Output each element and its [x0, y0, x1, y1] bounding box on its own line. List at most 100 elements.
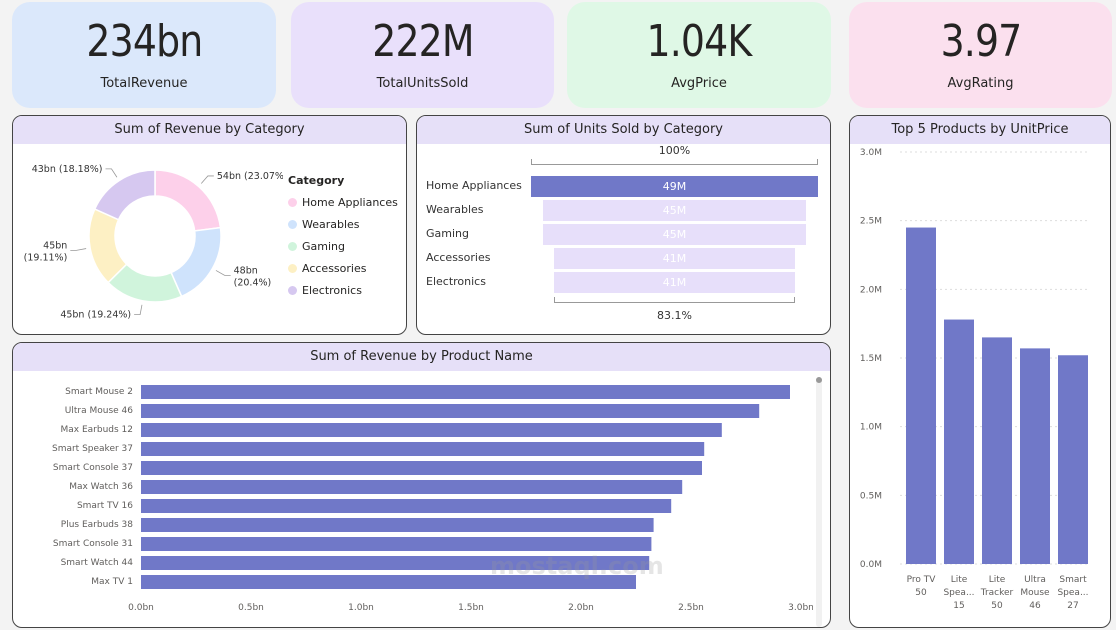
- funnel-category-label: Wearables: [426, 203, 484, 216]
- donut-slice[interactable]: [154, 169, 222, 232]
- bar[interactable]: [141, 480, 683, 494]
- chart-title: Sum of Revenue by Category: [13, 116, 406, 144]
- chart-title: Sum of Units Sold by Category: [417, 116, 830, 144]
- legend-label: Electronics: [302, 283, 362, 297]
- kpi-card-total-units-sold[interactable]: 222M TotalUnitsSold: [291, 2, 554, 108]
- y-tick-label: Plus Earbuds 38: [61, 520, 133, 530]
- bar[interactable]: [141, 442, 705, 456]
- funnel-bar[interactable]: 41M: [554, 248, 795, 269]
- bar[interactable]: [1020, 348, 1050, 564]
- kpi-label: TotalRevenue: [100, 75, 188, 91]
- bar[interactable]: [141, 575, 636, 589]
- leader-line: [134, 304, 143, 316]
- y-tick-label: Smart TV 16: [77, 501, 133, 511]
- legend-swatch: [288, 285, 297, 295]
- bar[interactable]: [141, 537, 652, 551]
- legend-swatch: [288, 197, 297, 207]
- kpi-card-avg-rating[interactable]: 3.97 AvgRating: [849, 2, 1112, 108]
- donut-chart: 54bn (23.07%) 48bn (20.4%) 45bn (19.24%) 45b…: [24, 164, 283, 321]
- funnel-chart: 100% Home Appliances 49M Wearables 45M Gaming…: [417, 116, 830, 334]
- bar[interactable]: [906, 227, 936, 564]
- y-tick-label: Smart Watch 44: [61, 558, 134, 568]
- funnel-bar[interactable]: 41M: [554, 272, 795, 293]
- funnel-category-label: Gaming: [426, 227, 469, 240]
- legend-item[interactable]: Accessories: [288, 257, 398, 279]
- funnel-top-label: 100%: [658, 144, 691, 157]
- slice-data-label: 45bn (19.11%): [24, 240, 68, 263]
- slice-data-label: 48bn (20.4%): [234, 265, 272, 288]
- legend-swatch: [288, 263, 297, 273]
- vertical-scrollbar[interactable]: [816, 377, 822, 627]
- leader-line: [215, 270, 231, 276]
- y-tick-label: Smart Speaker 37: [52, 444, 133, 454]
- x-tick-label: Lite Spea... 15: [943, 575, 974, 611]
- kpi-value: 3.97: [940, 15, 1022, 67]
- bar[interactable]: [982, 337, 1012, 564]
- revenue-by-product-card[interactable]: Sum of Revenue by Product Name Smart Mou…: [12, 342, 831, 628]
- funnel-bottom-ruler: [554, 297, 795, 303]
- kpi-card-total-revenue[interactable]: 234bn TotalRevenue: [12, 2, 276, 108]
- legend-item[interactable]: Home Appliances: [288, 191, 398, 213]
- bar[interactable]: [141, 518, 654, 532]
- legend-item[interactable]: Gaming: [288, 235, 398, 257]
- funnel-category-label: Home Appliances: [426, 179, 522, 192]
- bar[interactable]: [141, 461, 702, 475]
- legend-item[interactable]: Wearables: [288, 213, 398, 235]
- x-tick-label: Ultra Mouse 46: [1020, 575, 1050, 611]
- kpi-value: 222M: [371, 15, 474, 67]
- kpi-value: 234bn: [86, 15, 203, 67]
- x-tick-label: Lite Tracker 50: [980, 575, 1014, 611]
- kpi-label: TotalUnitsSold: [376, 75, 469, 91]
- top-products-by-unitprice-card[interactable]: Top 5 Products by UnitPrice 0.0M 0.5M 1.0M…: [849, 115, 1111, 628]
- y-tick-label: Max Watch 36: [69, 482, 133, 492]
- bar[interactable]: [944, 319, 974, 564]
- scrollbar-thumb[interactable]: [816, 377, 822, 383]
- category-legend: Category Home Appliances Wearables Gamin…: [288, 174, 398, 301]
- kpi-card-avg-price[interactable]: 1.04K AvgPrice: [567, 2, 831, 108]
- revenue-by-category-card[interactable]: Sum of Revenue by Category 54bn (23.07%)…: [12, 115, 407, 335]
- x-tick-label: 1.0bn: [348, 603, 374, 613]
- leader-line: [105, 168, 118, 178]
- funnel-bar[interactable]: 49M: [531, 176, 818, 197]
- kpi-label: AvgPrice: [671, 75, 727, 91]
- bar[interactable]: [141, 423, 722, 437]
- y-tick-label: Ultra Mouse 46: [65, 406, 133, 416]
- x-tick-label: 0.0bn: [128, 603, 154, 613]
- funnel-bar[interactable]: 45M: [542, 200, 807, 221]
- x-tick-label: 3.0bn: [788, 603, 813, 613]
- y-tick-label: 0.5M: [860, 491, 882, 501]
- y-tick-label: Max Earbuds 12: [60, 425, 133, 435]
- bar[interactable]: [141, 385, 790, 399]
- legend-label: Accessories: [302, 261, 367, 275]
- x-tick-label: 2.5bn: [678, 603, 704, 613]
- bar[interactable]: [141, 404, 760, 418]
- product-revenue-bar-chart: Smart Mouse 2 Ultra Mouse 46 Max Earbuds 1…: [52, 385, 813, 613]
- legend-item[interactable]: Electronics: [288, 279, 398, 301]
- units-sold-by-category-card[interactable]: Sum of Units Sold by Category 100% Home A…: [416, 115, 831, 335]
- leader-line: [200, 175, 214, 184]
- bar[interactable]: [141, 556, 650, 570]
- top-products-bar-chart: 0.0M 0.5M 1.0M 1.5M 2.0M 2.5M 3.0M Pro TV 50 Lite…: [860, 148, 1090, 611]
- y-tick-label: 1.5M: [860, 354, 882, 364]
- legend-label: Wearables: [302, 217, 360, 231]
- funnel-bar[interactable]: 45M: [542, 224, 807, 245]
- slice-data-label: 43bn (18.18%): [32, 164, 103, 175]
- funnel-bottom-label: 83.1%: [657, 309, 692, 322]
- slice-data-label: 45bn (19.24%): [60, 310, 131, 321]
- y-tick-label: Max TV 1: [91, 577, 133, 587]
- legend-swatch: [288, 241, 297, 251]
- donut-slice[interactable]: [93, 169, 156, 221]
- slice-data-label: 54bn (23.07%): [217, 171, 283, 182]
- legend-label: Gaming: [302, 239, 345, 253]
- donut-slice[interactable]: [170, 226, 222, 298]
- chart-title: Sum of Revenue by Product Name: [13, 343, 830, 371]
- legend-title: Category: [288, 174, 345, 187]
- bar[interactable]: [141, 499, 672, 513]
- x-tick-label: 0.5bn: [238, 603, 264, 613]
- funnel-top-ruler: [531, 159, 818, 165]
- bar[interactable]: [1058, 355, 1088, 564]
- y-tick-label: Smart Console 31: [53, 539, 133, 549]
- x-tick-label: 1.5bn: [458, 603, 484, 613]
- x-tick-label: Pro TV 50: [907, 575, 937, 598]
- kpi-label: AvgRating: [947, 75, 1014, 91]
